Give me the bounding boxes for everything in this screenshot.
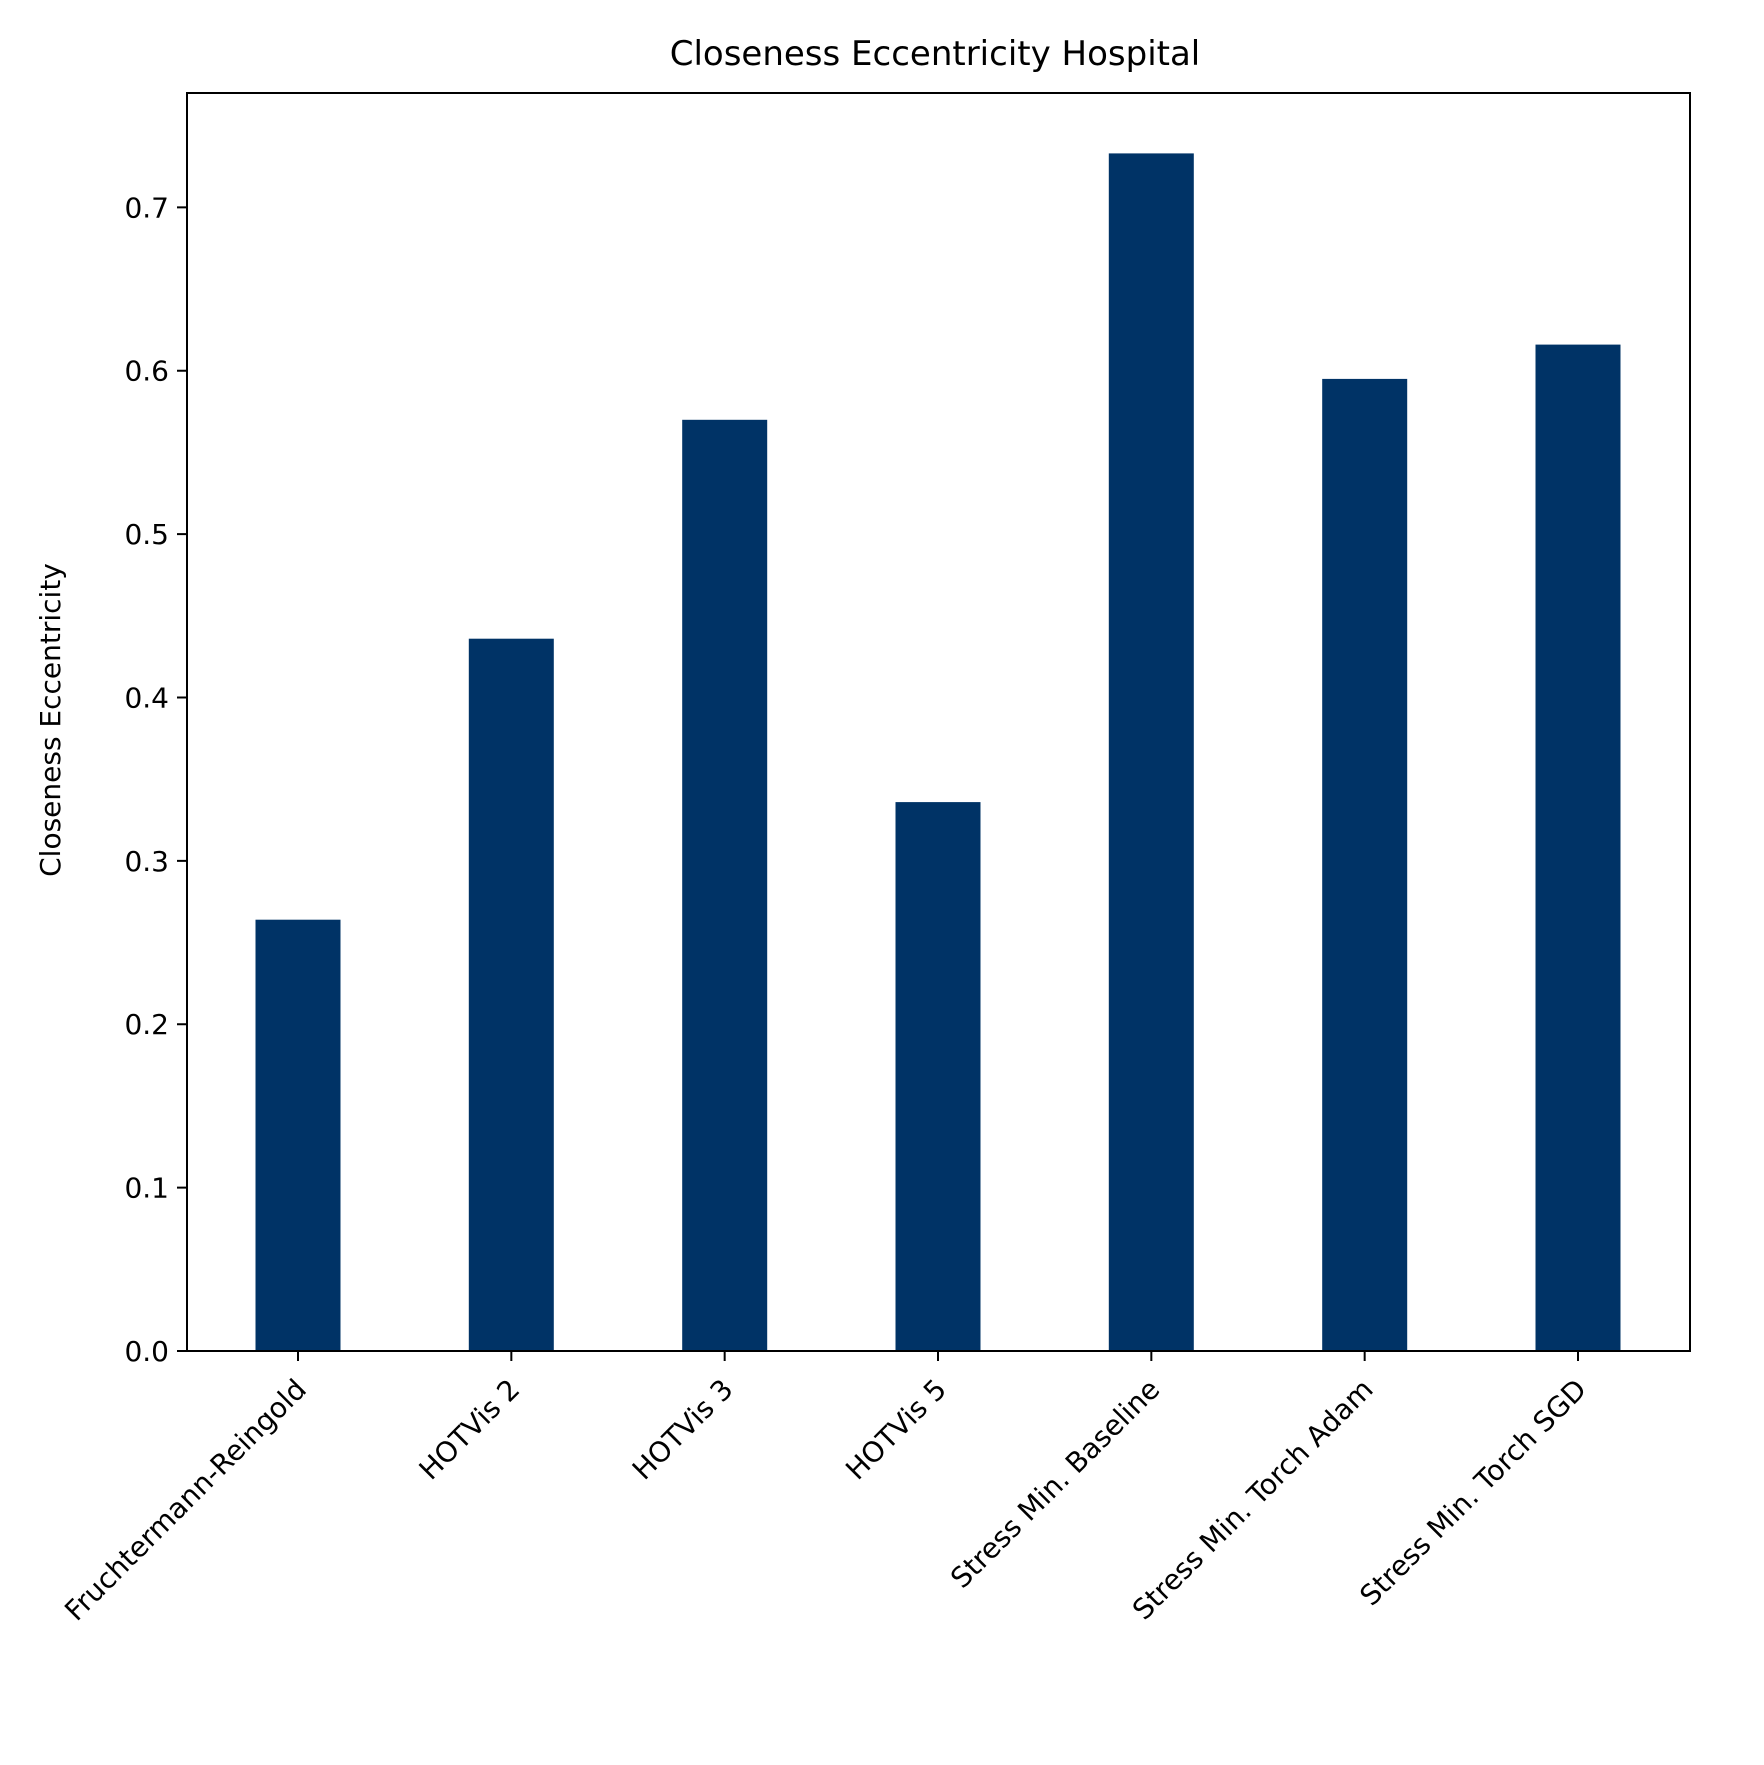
x-tick-label: Stress Min. Torch Adam bbox=[1126, 1373, 1380, 1627]
y-axis-ticks: 0.0 0.1 0.2 0.3 0.4 0.5 0.6 0.7 bbox=[124, 191, 187, 1368]
y-tick-label: 0.4 bbox=[124, 681, 169, 714]
y-tick-label: 0.7 bbox=[124, 191, 169, 224]
chart-title: Closeness Eccentricity Hospital bbox=[670, 34, 1201, 74]
y-tick-label: 0.5 bbox=[124, 518, 169, 551]
y-axis-label: Closeness Eccentricity bbox=[34, 563, 67, 877]
bar-stress-min-torch-adam bbox=[1322, 378, 1408, 1351]
plot-frame bbox=[186, 92, 1691, 1352]
bar-stress-min-baseline bbox=[1108, 153, 1194, 1351]
bar-hotvis-5 bbox=[895, 802, 981, 1351]
y-tick-label: 0.2 bbox=[124, 1008, 169, 1041]
x-tick-label: Stress Min. Torch SGD bbox=[1353, 1373, 1593, 1613]
bar-hotvis-2 bbox=[468, 638, 554, 1351]
x-tick-label: HOTVis 5 bbox=[839, 1373, 953, 1487]
y-tick-label: 0.0 bbox=[124, 1335, 169, 1368]
bar-fruchtermann-reingold bbox=[255, 919, 341, 1351]
y-tick-label: 0.6 bbox=[124, 355, 169, 388]
x-tick-label: Stress Min. Baseline bbox=[944, 1373, 1166, 1595]
x-tick-label: HOTVis 3 bbox=[626, 1373, 740, 1487]
y-tick-label: 0.3 bbox=[124, 845, 169, 878]
y-tick-label: 0.1 bbox=[124, 1172, 169, 1205]
bars-group bbox=[255, 153, 1621, 1352]
x-axis-ticks: Fruchtermann-Reingold HOTVis 2 HOTVis 3 HOT… bbox=[58, 1351, 1593, 1627]
bar-hotvis-3 bbox=[682, 419, 768, 1351]
x-tick-label: Fruchtermann-Reingold bbox=[58, 1373, 313, 1628]
bar-stress-min-torch-sgd bbox=[1535, 344, 1621, 1352]
x-tick-label: HOTVis 2 bbox=[413, 1373, 527, 1487]
